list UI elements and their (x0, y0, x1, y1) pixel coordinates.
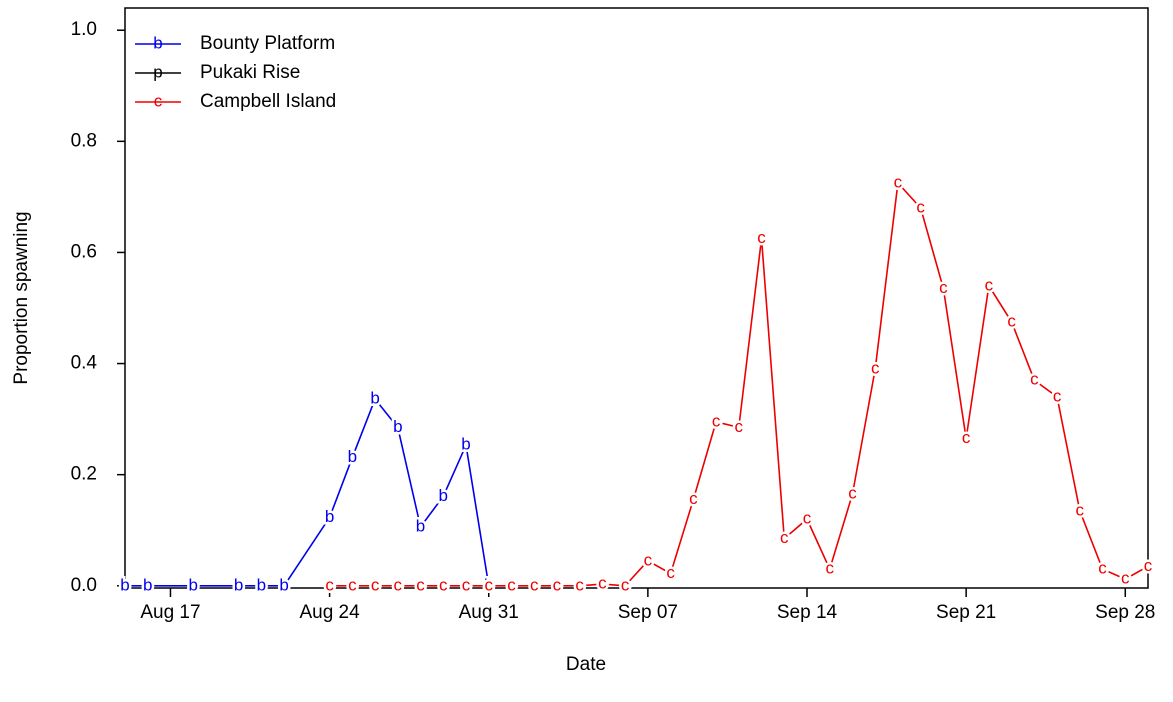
point-marker: c (371, 575, 380, 594)
point-marker: b (393, 417, 402, 436)
y-tick-label: 0.2 (71, 464, 97, 485)
point-marker: c (939, 278, 948, 297)
point-marker: c (1053, 386, 1062, 405)
point-marker: c (1121, 569, 1130, 588)
x-tick-label: Aug 24 (299, 602, 360, 623)
point-marker: c (780, 528, 789, 547)
point-marker: c (416, 575, 425, 594)
point-marker: b (120, 575, 129, 594)
legend-label: Pukaki Rise (200, 62, 300, 83)
point-marker: c (848, 484, 857, 503)
point-marker: c (553, 575, 562, 594)
point-marker: c (462, 575, 471, 594)
point-marker: c (825, 559, 834, 578)
point-marker: b (234, 575, 243, 594)
point-marker: c (962, 428, 971, 447)
point-marker: c (1076, 500, 1085, 519)
point-marker: b (439, 486, 448, 505)
series-line (329, 181, 1149, 587)
point-marker: c (1144, 556, 1153, 575)
point-marker: b (484, 575, 493, 594)
point-marker: c (484, 575, 493, 594)
point-marker: c (735, 417, 744, 436)
point-marker: c (985, 275, 994, 294)
point-marker: c (621, 575, 630, 594)
point-marker: c (598, 574, 607, 593)
x-tick-label: Sep 21 (936, 602, 996, 623)
point-marker: c (507, 575, 516, 594)
point-marker: b (188, 575, 197, 594)
point-marker: b (257, 575, 266, 594)
point-marker: c (348, 575, 357, 594)
y-tick-label: 0.8 (71, 130, 97, 151)
point-marker: c (644, 550, 653, 569)
point-marker: c (757, 228, 766, 247)
y-tick-label: 1.0 (71, 19, 97, 40)
legend-marker: p (153, 62, 162, 81)
point-marker: c (325, 575, 334, 594)
y-tick-label: 0.6 (71, 241, 97, 262)
point-marker: b (325, 507, 334, 526)
point-marker: b (348, 447, 357, 466)
y-tick-label: 0.0 (71, 575, 97, 596)
point-marker: b (370, 389, 379, 408)
x-axis-title: Date (566, 654, 606, 675)
x-tick-label: Aug 17 (140, 602, 200, 623)
legend-label: Campbell Island (200, 91, 336, 112)
point-marker: c (916, 197, 925, 216)
point-marker: c (1030, 370, 1039, 389)
y-tick-label: 0.4 (71, 353, 98, 374)
point-marker: b (461, 435, 470, 454)
point-marker: c (1007, 311, 1016, 330)
point-marker: c (1098, 559, 1107, 578)
point-marker: c (530, 575, 539, 594)
point-marker: c (803, 509, 812, 528)
x-tick-label: Sep 28 (1095, 602, 1155, 623)
point-marker: b (279, 575, 288, 594)
legend-marker: c (154, 91, 163, 110)
point-marker: c (689, 489, 698, 508)
point-marker: b (143, 575, 152, 594)
point-marker: c (894, 172, 903, 191)
point-marker: c (871, 359, 880, 378)
point-marker: c (666, 563, 675, 582)
point-marker: b (416, 516, 425, 535)
x-tick-label: Sep 07 (618, 602, 678, 623)
point-marker: c (575, 575, 584, 594)
legend-marker: b (153, 33, 162, 52)
series-line (125, 397, 490, 587)
legend-label: Bounty Platform (200, 33, 335, 54)
x-tick-label: Aug 31 (459, 602, 519, 623)
x-tick-label: Sep 14 (777, 602, 838, 623)
y-axis-title: Proportion spawning (11, 211, 32, 384)
plot-frame (124, 7, 1149, 589)
point-marker: c (394, 575, 403, 594)
point-marker: c (712, 411, 721, 430)
point-marker: c (439, 575, 448, 594)
